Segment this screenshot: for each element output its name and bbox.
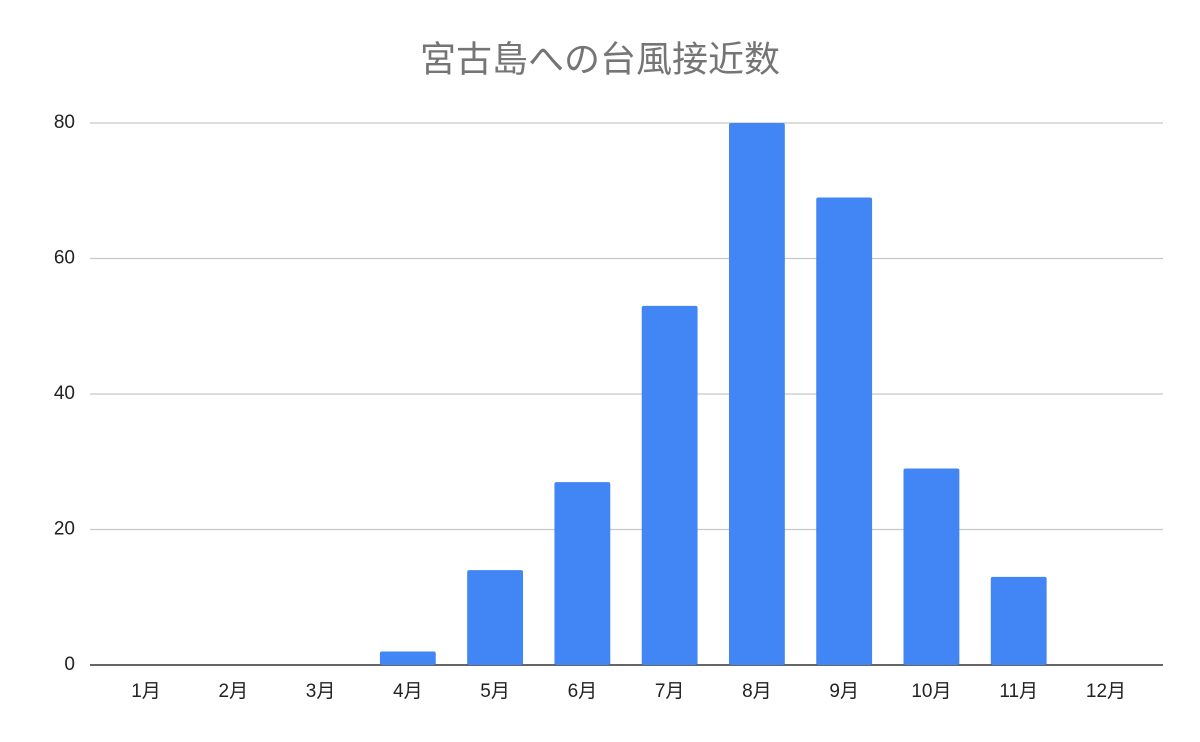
- x-tick-label: 3月: [306, 681, 336, 702]
- x-tick-label: 4月: [393, 681, 423, 702]
- x-tick-label: 11月: [999, 681, 1038, 702]
- bar: [467, 570, 524, 665]
- x-tick-label: 12月: [1086, 681, 1126, 702]
- x-tick-label: 2月: [219, 681, 249, 702]
- x-tick-label: 5月: [480, 681, 510, 702]
- bar: [990, 576, 1047, 665]
- bar: [641, 305, 698, 665]
- y-tick-label: 40: [54, 383, 75, 404]
- x-tick-label: 6月: [568, 681, 598, 702]
- bar: [728, 123, 785, 665]
- bar: [816, 197, 873, 665]
- x-tick-label: 9月: [829, 681, 859, 702]
- bar: [554, 482, 611, 665]
- bar: [379, 651, 436, 665]
- x-tick-label: 8月: [742, 681, 772, 702]
- y-tick-label: 20: [54, 519, 75, 540]
- y-tick-label: 60: [54, 248, 75, 269]
- x-tick-label: 1月: [131, 681, 161, 702]
- bar: [903, 468, 960, 665]
- y-tick-label: 80: [54, 112, 75, 133]
- chart-title: 宮古島への台風接近数: [420, 39, 780, 80]
- y-tick-label: 0: [64, 654, 75, 675]
- x-tick-label: 10月: [911, 681, 951, 702]
- x-tick-label: 7月: [655, 681, 685, 702]
